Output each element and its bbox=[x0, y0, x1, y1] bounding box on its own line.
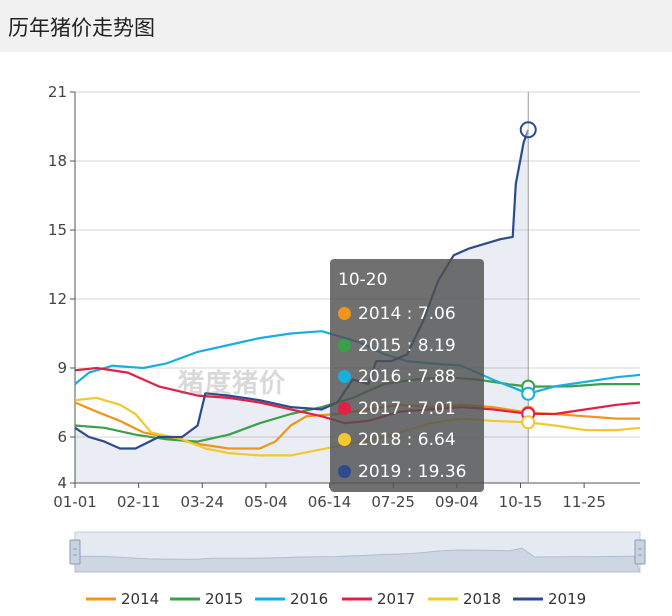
y-axis: 4 6 9 12 15 18 21 bbox=[48, 83, 76, 492]
x-axis: 01-01 02-11 03-24 05-04 06-14 07-25 09-04 10-15… bbox=[53, 482, 640, 511]
tooltip-row-2015: 2015 : 8.19 bbox=[338, 333, 456, 359]
legend-label: 2014 bbox=[121, 590, 159, 608]
dot-2017-icon bbox=[338, 402, 351, 415]
y-tick-label: 9 bbox=[57, 359, 67, 377]
tooltip-row-2018: 2018 : 6.64 bbox=[338, 427, 456, 453]
zoom-handle-right[interactable] bbox=[634, 539, 646, 565]
x-tick-label: 10-15 bbox=[499, 493, 543, 511]
y-tick-label: 6 bbox=[57, 428, 67, 446]
legend[interactable]: 2014 2015 2016 2017 2018 2019 bbox=[86, 590, 586, 608]
legend-item-2018[interactable]: 2018 bbox=[428, 590, 501, 608]
y-tick-label: 21 bbox=[48, 83, 67, 101]
y-tick-label: 4 bbox=[57, 474, 67, 492]
data-zoom-slider[interactable] bbox=[69, 531, 646, 573]
zoom-preview bbox=[74, 547, 641, 573]
dot-2016-icon bbox=[338, 370, 351, 383]
marker-2019 bbox=[519, 121, 537, 139]
marker-2018 bbox=[521, 415, 536, 430]
page-title: 历年猪价走势图 bbox=[8, 16, 155, 40]
y-tick-label: 15 bbox=[48, 221, 67, 239]
legend-item-2016[interactable]: 2016 bbox=[255, 590, 328, 608]
marker-2016 bbox=[521, 386, 536, 401]
watermark: 猪度猪价 bbox=[178, 369, 287, 399]
legend-label: 2017 bbox=[377, 590, 415, 608]
x-tick-label: 09-04 bbox=[435, 493, 479, 511]
tooltip-row-2016: 2016 : 7.88 bbox=[338, 364, 456, 390]
tooltip-row-2017: 2017 : 7.01 bbox=[338, 396, 456, 422]
y-tick-label: 12 bbox=[48, 290, 67, 308]
x-tick-label: 07-25 bbox=[371, 493, 415, 511]
legend-label: 2019 bbox=[548, 590, 586, 608]
header-bar: 历年猪价走势图 bbox=[0, 0, 672, 52]
zoom-handle-left[interactable] bbox=[69, 539, 81, 565]
x-tick-label: 11-25 bbox=[562, 493, 606, 511]
legend-item-2017[interactable]: 2017 bbox=[342, 590, 415, 608]
x-tick-label: 03-24 bbox=[180, 493, 224, 511]
tooltip-row-2019: 2019 : 19.36 bbox=[338, 459, 466, 485]
legend-item-2015[interactable]: 2015 bbox=[170, 590, 243, 608]
legend-label: 2015 bbox=[205, 590, 243, 608]
dot-2015-icon bbox=[338, 339, 351, 352]
dot-2019-icon bbox=[338, 465, 351, 478]
dot-2018-icon bbox=[338, 433, 351, 446]
y-tick-label: 18 bbox=[48, 152, 67, 170]
tooltip-row-2014: 2014 : 7.06 bbox=[338, 301, 456, 327]
tooltip-date: 10-20 bbox=[338, 270, 388, 290]
dot-2014-icon bbox=[338, 307, 351, 320]
x-tick-label: 01-01 bbox=[53, 493, 97, 511]
legend-label: 2018 bbox=[463, 590, 501, 608]
cursor-group bbox=[519, 92, 537, 483]
x-tick-label: 02-11 bbox=[117, 493, 161, 511]
x-tick-label: 06-14 bbox=[308, 493, 352, 511]
legend-item-2019[interactable]: 2019 bbox=[513, 590, 586, 608]
legend-item-2014[interactable]: 2014 bbox=[86, 590, 159, 608]
x-tick-label: 05-04 bbox=[244, 493, 288, 511]
legend-label: 2016 bbox=[290, 590, 328, 608]
tooltip: 10-20 2014 : 7.06 2015 : 8.19 2016 : 7.8… bbox=[330, 259, 484, 492]
